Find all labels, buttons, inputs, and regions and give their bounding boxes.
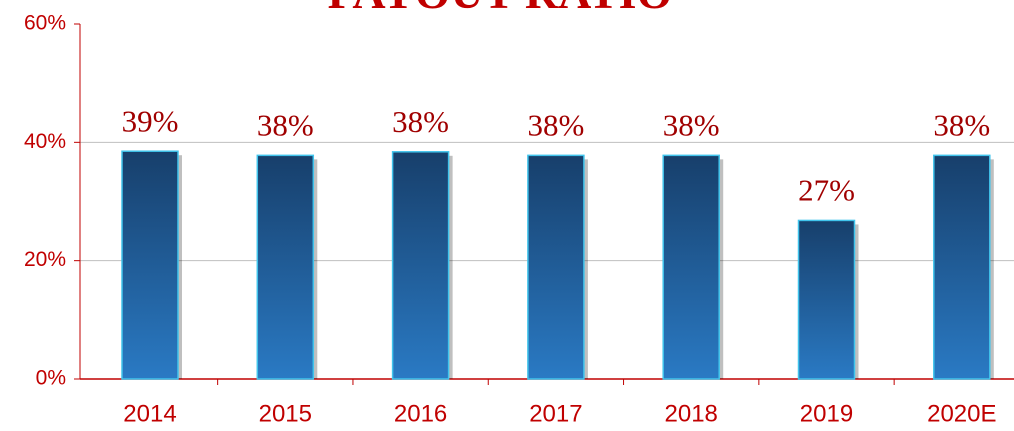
data-label: 39% [122, 103, 179, 138]
x-tick-label: 2016 [394, 400, 447, 427]
x-tick-label: 2014 [123, 400, 176, 427]
bar [256, 154, 315, 380]
bar [527, 154, 585, 380]
data-label: 38% [527, 107, 584, 142]
data-label: 38% [663, 107, 720, 142]
x-tick-label: 2020E [927, 400, 996, 427]
data-label: 38% [257, 107, 314, 142]
x-tick-label: 2018 [665, 400, 718, 427]
bar [662, 154, 720, 380]
bar [797, 219, 856, 380]
y-tick-label: 40% [24, 130, 66, 153]
bar [933, 154, 991, 380]
y-tick-label: 0% [36, 367, 66, 390]
x-tick-label: 2019 [800, 400, 853, 427]
y-tick-label: 60% [24, 12, 66, 35]
data-label: 38% [933, 107, 990, 142]
bar [121, 150, 179, 380]
bar [391, 151, 450, 380]
x-tick-label: 2015 [259, 400, 312, 427]
data-label: 27% [798, 173, 855, 208]
chart-title: PAYOUT RATIO [328, 0, 673, 18]
y-tick-label: 20% [24, 248, 66, 271]
x-tick-label: 2017 [529, 400, 582, 427]
data-label: 38% [392, 104, 449, 139]
